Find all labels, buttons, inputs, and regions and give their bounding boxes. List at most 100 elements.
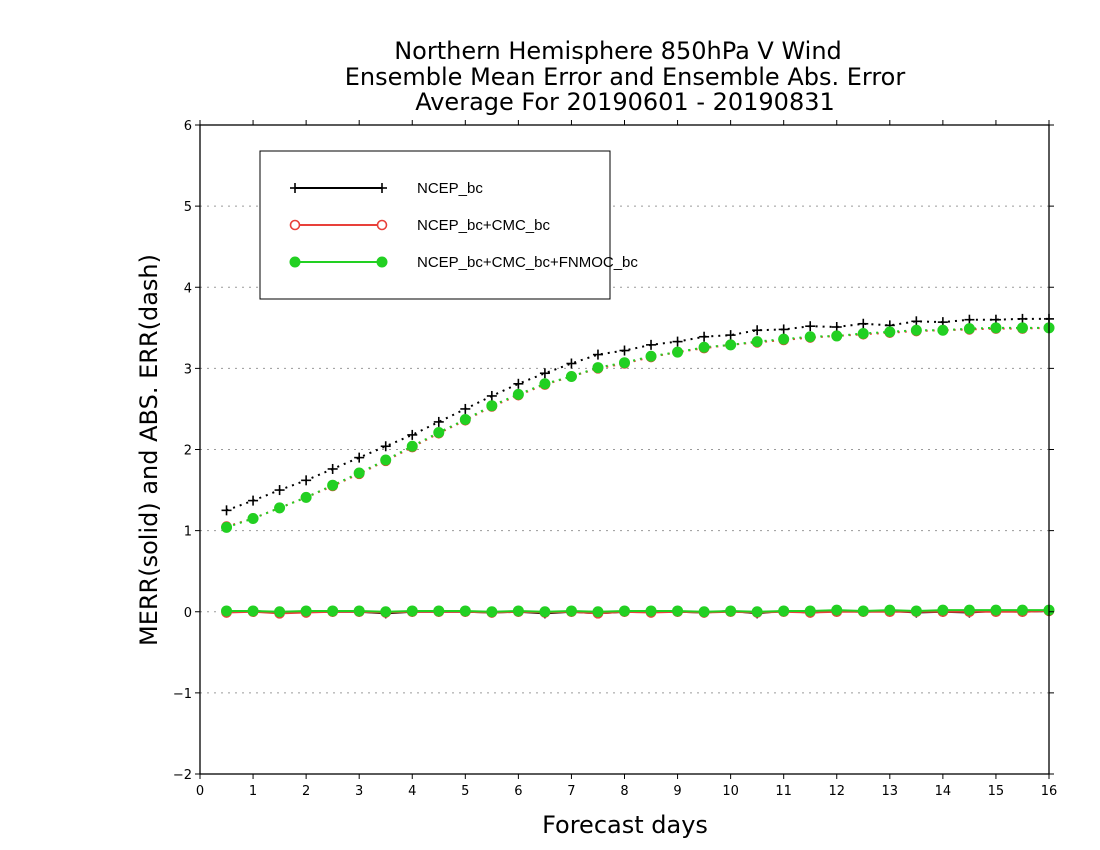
- y-axis-label: MERR(solid) and ABS. ERR(dash): [135, 254, 163, 646]
- legend-entry-ncep-bc-cmc-bc: NCEP_bc+CMC_bc: [289, 217, 550, 234]
- x-tick-label-5: 5: [461, 784, 469, 799]
- point-abs-err-ncep-bc-cmc-bc-fnmoc-bc-22: [804, 331, 816, 343]
- point-merr-ncep-bc-cmc-bc-fnmoc-bc-22: [804, 605, 816, 617]
- markers-ncep-bc-cmc-bc: [221, 322, 1055, 619]
- point-abs-err-ncep-bc-cmc-bc-fnmoc-bc-17: [672, 346, 684, 358]
- series-ncep-bc: [226, 317, 1050, 615]
- point-abs-err-ncep-bc-23: [831, 322, 842, 333]
- point-abs-err-ncep-bc-13: [566, 358, 577, 369]
- point-abs-err-ncep-bc-14: [592, 349, 603, 360]
- point-merr-ncep-bc-cmc-bc-fnmoc-bc-24: [857, 605, 869, 617]
- x-tick-label-11: 11: [775, 784, 792, 799]
- point-abs-err-ncep-bc-cmc-bc-fnmoc-bc-10: [486, 400, 498, 412]
- point-abs-err-ncep-bc-cmc-bc-fnmoc-bc-11: [512, 388, 524, 400]
- point-abs-err-ncep-bc-cmc-bc-fnmoc-bc-28: [963, 323, 975, 335]
- point-abs-err-ncep-bc-22: [805, 321, 816, 332]
- line-abs-err-ncep-bc: [226, 317, 1049, 512]
- point-merr-ncep-bc-cmc-bc-fnmoc-bc-6: [380, 606, 392, 618]
- y-tick-label-0: 0: [184, 606, 192, 621]
- legend-label-ncep-bc-cmc-bc-fnmoc-bc: NCEP_bc+CMC_bc+FNMOC_bc: [417, 254, 638, 271]
- point-merr-ncep-bc-cmc-bc-fnmoc-bc-2: [274, 606, 286, 618]
- y-tick-label--2: −2: [173, 768, 192, 783]
- point-abs-err-ncep-bc-6: [380, 441, 391, 452]
- point-abs-err-ncep-bc-cmc-bc-fnmoc-bc-25: [884, 326, 896, 338]
- point-abs-err-ncep-bc-cmc-bc-fnmoc-bc-1: [247, 512, 259, 524]
- y-tick-label-4: 4: [184, 281, 192, 296]
- point-merr-ncep-bc-cmc-bc-fnmoc-bc-4: [327, 605, 339, 617]
- point-abs-err-ncep-bc-cmc-bc-fnmoc-bc-26: [910, 324, 922, 336]
- point-abs-err-ncep-bc-24: [858, 318, 869, 329]
- point-merr-ncep-bc-cmc-bc-fnmoc-bc-27: [937, 604, 949, 616]
- point-abs-err-ncep-bc-12: [539, 368, 550, 379]
- point-abs-err-ncep-bc-17: [672, 336, 683, 347]
- point-merr-ncep-bc-cmc-bc-fnmoc-bc-9: [459, 605, 471, 617]
- chart-title-line-2: Ensemble Mean Error and Ensemble Abs. Er…: [345, 63, 906, 91]
- x-tick-label-10: 10: [722, 784, 739, 799]
- point-merr-ncep-bc-cmc-bc-fnmoc-bc-19: [725, 605, 737, 617]
- point-merr-ncep-bc-cmc-bc-fnmoc-bc-28: [963, 604, 975, 616]
- point-abs-err-ncep-bc-cmc-bc-fnmoc-bc-16: [645, 350, 657, 362]
- point-merr-ncep-bc-cmc-bc-fnmoc-bc-12: [539, 606, 551, 618]
- series-ncep-bc-cmc-bc-fnmoc-bc: [226, 326, 1049, 613]
- point-abs-err-ncep-bc-cmc-bc-fnmoc-bc-20: [751, 336, 763, 348]
- point-merr-ncep-bc-cmc-bc-fnmoc-bc-18: [698, 606, 710, 618]
- point-merr-ncep-bc-cmc-bc-fnmoc-bc-7: [406, 605, 418, 617]
- legend-entry-ncep-bc: NCEP_bc: [290, 180, 483, 197]
- line-abs-err-ncep-bc-cmc-bc: [226, 326, 1050, 528]
- point-abs-err-ncep-bc-20: [752, 325, 763, 336]
- point-abs-err-ncep-bc-cmc-bc-fnmoc-bc-18: [698, 341, 710, 353]
- point-abs-err-ncep-bc-cmc-bc-fnmoc-bc-19: [725, 339, 737, 351]
- legend-marker-right-ncep-bc-cmc-bc-fnmoc-bc: [376, 256, 388, 268]
- point-merr-ncep-bc-cmc-bc-fnmoc-bc-11: [512, 605, 524, 617]
- x-tick-label-3: 3: [355, 784, 363, 799]
- legend-marker-left-ncep-bc: [290, 183, 300, 193]
- y-tick-label-5: 5: [184, 200, 192, 215]
- point-abs-err-ncep-bc-cmc-bc-fnmoc-bc-14: [592, 362, 604, 374]
- y-tick-label--1: −1: [173, 687, 192, 702]
- x-tick-label-13: 13: [882, 784, 899, 799]
- point-abs-err-ncep-bc-7: [407, 429, 418, 440]
- chart-title-line-3: Average For 20190601 - 20190831: [415, 88, 835, 116]
- point-abs-err-ncep-bc-16: [646, 339, 657, 350]
- point-abs-err-ncep-bc-28: [964, 314, 975, 325]
- point-abs-err-ncep-bc-cmc-bc-fnmoc-bc-23: [831, 330, 843, 342]
- point-abs-err-ncep-bc-18: [699, 331, 710, 342]
- x-tick-label-14: 14: [935, 784, 952, 799]
- point-merr-ncep-bc-cmc-bc-fnmoc-bc-5: [353, 605, 365, 617]
- point-abs-err-ncep-bc-11: [513, 378, 524, 389]
- chart-title-line-1: Northern Hemisphere 850hPa V Wind: [394, 37, 842, 65]
- x-tick-label-6: 6: [514, 784, 522, 799]
- legend-label-ncep-bc-cmc-bc: NCEP_bc+CMC_bc: [417, 217, 550, 234]
- point-merr-ncep-bc-cmc-bc-fnmoc-bc-30: [1016, 604, 1028, 616]
- series-ncep-bc-cmc-bc: [226, 326, 1050, 615]
- point-abs-err-ncep-bc-26: [911, 316, 922, 327]
- point-abs-err-ncep-bc-1: [248, 495, 259, 506]
- point-abs-err-ncep-bc-19: [725, 330, 736, 341]
- x-tick-label-0: 0: [196, 784, 204, 799]
- point-abs-err-ncep-bc-3: [301, 475, 312, 486]
- legend-marker-left-ncep-bc-cmc-bc: [289, 219, 301, 231]
- point-merr-ncep-bc-cmc-bc-fnmoc-bc-1: [247, 605, 259, 617]
- point-abs-err-ncep-bc-cmc-bc-fnmoc-bc-21: [778, 333, 790, 345]
- x-tick-label-12: 12: [828, 784, 845, 799]
- point-abs-err-ncep-bc-cmc-bc-fnmoc-bc-24: [857, 327, 869, 339]
- y-tick-label-3: 3: [184, 362, 192, 377]
- legend-label-ncep-bc: NCEP_bc: [417, 180, 483, 197]
- point-merr-ncep-bc-cmc-bc-fnmoc-bc-10: [486, 606, 498, 618]
- point-abs-err-ncep-bc-cmc-bc-fnmoc-bc-12: [539, 378, 551, 390]
- point-merr-ncep-bc-cmc-bc-fnmoc-bc-0: [221, 605, 233, 617]
- point-merr-ncep-bc-cmc-bc-fnmoc-bc-20: [751, 606, 763, 618]
- point-merr-ncep-bc-cmc-bc-fnmoc-bc-15: [619, 605, 630, 617]
- point-merr-ncep-bc-cmc-bc-fnmoc-bc-8: [433, 605, 445, 617]
- point-abs-err-ncep-bc-10: [486, 390, 497, 401]
- point-abs-err-ncep-bc-cmc-bc-fnmoc-bc-27: [937, 324, 949, 336]
- x-axis-label: Forecast days: [542, 811, 708, 839]
- x-tick-label-15: 15: [988, 784, 1005, 799]
- point-abs-err-ncep-bc-9: [460, 403, 471, 414]
- point-merr-ncep-bc-cmc-bc-fnmoc-bc-23: [831, 604, 843, 616]
- point-abs-err-ncep-bc-cmc-bc-fnmoc-bc-13: [565, 370, 577, 382]
- chart-title: Northern Hemisphere 850hPa V Wind Ensemb…: [345, 37, 906, 116]
- point-merr-ncep-bc-cmc-bc-fnmoc-bc-29: [990, 604, 1002, 616]
- y-tick-label-6: 6: [184, 119, 192, 134]
